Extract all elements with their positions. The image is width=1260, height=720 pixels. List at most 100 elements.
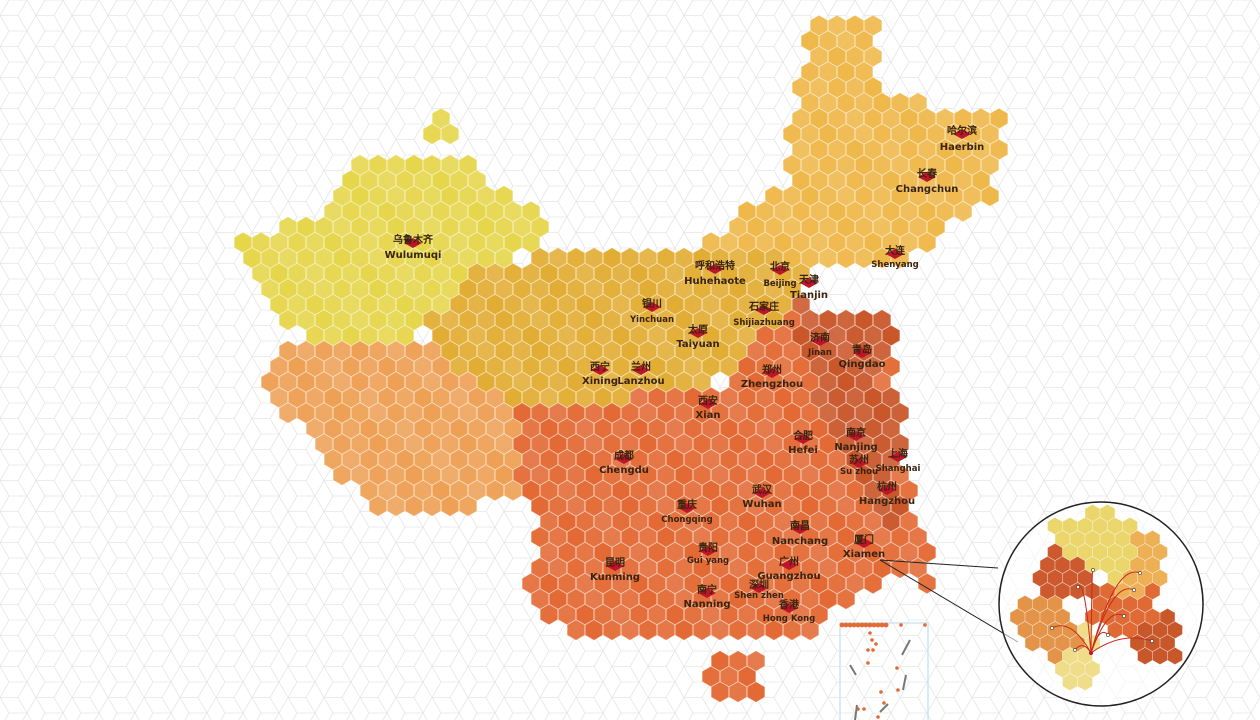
city-marker-kunming[interactable]: 昆明 Kunming — [590, 557, 640, 583]
city-marker-jinan[interactable]: 济南 Jinan — [807, 331, 832, 358]
city-name-cn: 广州 — [779, 555, 799, 568]
hex-cell — [764, 402, 784, 424]
hex-cell — [548, 340, 568, 362]
diamond-marker-icon — [753, 488, 771, 498]
hex-cell — [584, 588, 604, 610]
city-marker-haerbin[interactable]: 哈尔滨 Haerbin — [940, 124, 985, 153]
city-marker-wulumuqi[interactable]: 乌鲁木齐 Wulumuqi — [385, 233, 442, 261]
inset-hex-cell — [1039, 582, 1056, 600]
hex-cell — [458, 464, 478, 486]
hex-cell — [782, 495, 802, 517]
hex-cell — [755, 262, 775, 285]
hex-cell — [575, 572, 595, 595]
city-marker-hefei[interactable]: 合肥 Hefei — [788, 429, 818, 456]
city-marker-hongkong[interactable]: 香港 Hong Kong — [763, 598, 815, 624]
city-marker-tianjin[interactable]: 天津 Tianjin — [790, 273, 828, 301]
hex-cell — [944, 185, 964, 207]
hex-cell — [854, 123, 874, 145]
city-marker-wuhan[interactable]: 武汉 Wuhan — [742, 483, 781, 510]
hex-cell — [818, 433, 838, 455]
hex-cell — [557, 448, 577, 471]
city-marker-chongqing[interactable]: 重庆 Chongqing — [661, 498, 712, 525]
hex-cell — [314, 433, 334, 455]
hex-cell — [575, 448, 595, 471]
city-marker-chengdu[interactable]: 成都 Chengdu — [599, 449, 649, 476]
hex-cell — [323, 417, 343, 440]
hex-cell — [575, 355, 595, 378]
city-marker-changchun[interactable]: 长春 Changchun — [896, 167, 959, 195]
hex-cell — [872, 433, 892, 455]
diamond-marker-icon — [632, 365, 650, 375]
city-marker-shanghai[interactable]: 上海 Shanghai — [876, 447, 921, 474]
hex-cell — [872, 557, 892, 579]
inset-city-dot — [1138, 571, 1142, 575]
hex-cell — [413, 200, 433, 223]
city-marker-shenyang[interactable]: 大连 Shenyang — [871, 244, 918, 270]
city-marker-nanjing[interactable]: 南京 Nanjing — [834, 426, 877, 453]
city-marker-shijiazhuang[interactable]: 石家庄 Shijiazhuang — [733, 300, 795, 328]
hex-cell — [485, 293, 505, 316]
hex-cell — [845, 107, 865, 130]
city-marker-guiyang[interactable]: 贵阳 Gui yang — [687, 541, 729, 566]
city-marker-beijing[interactable]: 北京 Beijing — [763, 260, 796, 289]
hex-cell — [782, 309, 802, 331]
hex-cell — [890, 123, 910, 145]
city-marker-guangzhou[interactable]: 广州 Guangzhou — [757, 555, 820, 582]
city-marker-nanchang[interactable]: 南昌 Nanchang — [772, 519, 828, 547]
hex-cell — [620, 588, 640, 610]
hex-cell — [377, 231, 397, 254]
city-marker-yinchuan[interactable]: 银川 Yinchuan — [629, 297, 674, 325]
city-marker-zhengzhou[interactable]: 郑州 Zhengzhou — [741, 363, 803, 390]
hex-cell — [881, 200, 901, 223]
city-marker-xian[interactable]: 西安 Xian — [695, 394, 720, 421]
hex-cell — [431, 355, 451, 378]
hex-cell — [746, 278, 766, 300]
hex-cell — [611, 355, 631, 378]
hex-cell — [449, 293, 469, 316]
hex-cell — [656, 619, 676, 641]
city-marker-nanning[interactable]: 南宁 Nanning — [683, 583, 730, 610]
hex-cell — [539, 510, 559, 533]
hex-cell — [575, 293, 595, 316]
hex-cell — [521, 448, 541, 471]
hex-cell — [629, 479, 649, 502]
hex-cell — [476, 464, 496, 486]
hex-cell — [773, 479, 793, 502]
city-marker-qingdao[interactable]: 青岛 Qingdao — [839, 343, 886, 370]
city-marker-hangzhou[interactable]: 杭州 Hangzhou — [859, 480, 915, 507]
hex-cell — [791, 417, 811, 440]
hex-cell — [899, 231, 919, 254]
city-marker-xining[interactable]: 西宁 Xining — [582, 360, 618, 387]
hex-cell — [836, 433, 856, 455]
city-name-cn: 兰州 — [631, 360, 651, 373]
hex-cell — [674, 433, 694, 455]
city-marker-taiyuan[interactable]: 太原 Taiyuan — [676, 323, 719, 350]
hex-cell — [422, 278, 442, 300]
hex-cell — [647, 355, 667, 378]
inset-hex-cell — [1032, 569, 1048, 587]
hex-cell — [521, 479, 541, 502]
hex-cell — [332, 309, 352, 331]
city-name-en: Chengdu — [599, 465, 649, 476]
city-marker-lanzhou[interactable]: 兰州 Lanzhou — [617, 360, 664, 387]
hex-cell — [386, 464, 406, 486]
city-marker-xiamen[interactable]: 厦门 Xiamen — [843, 533, 885, 560]
island-dot — [871, 648, 875, 652]
hex-cell — [980, 154, 1000, 176]
hex-cell — [377, 355, 397, 378]
city-name-en: Shanghai — [876, 464, 921, 474]
hex-cell — [323, 448, 343, 471]
hex-cell — [647, 603, 667, 626]
hex-cell — [584, 433, 604, 455]
hex-cell — [386, 278, 406, 300]
inset-hex-cell — [1152, 621, 1168, 639]
hex-cell — [584, 464, 604, 486]
hex-cell — [953, 169, 973, 192]
hex-cell — [269, 293, 289, 316]
city-marker-huhehaote[interactable]: 呼和浩特 Huhehaote — [684, 259, 746, 287]
hex-cell — [287, 262, 307, 285]
hex-cell — [854, 61, 874, 83]
hex-cell — [737, 200, 757, 223]
